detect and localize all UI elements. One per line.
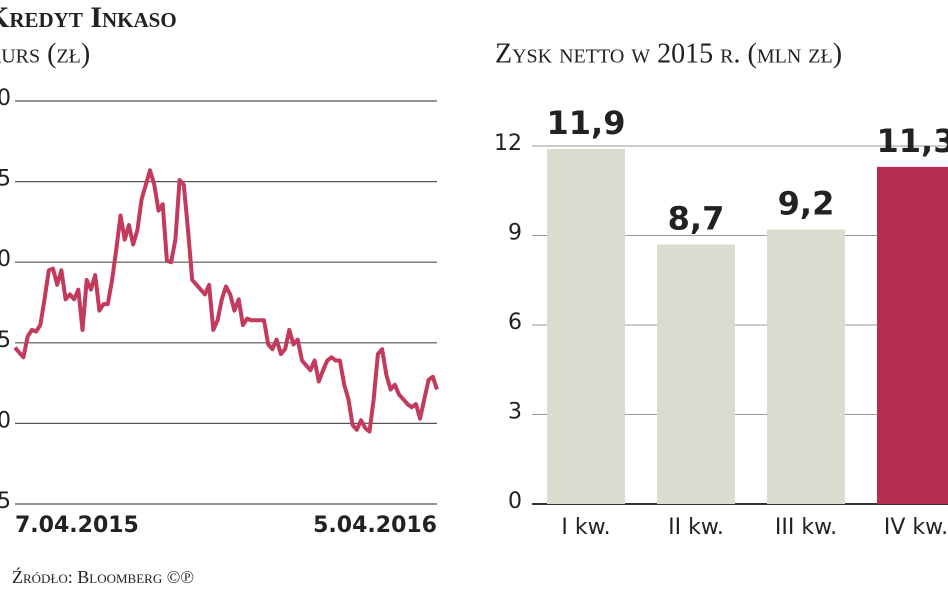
y-tick-label: 3 — [508, 400, 522, 425]
bar — [767, 229, 845, 505]
value-label: 9,2 — [778, 185, 835, 223]
chart-title: Kredyt Inkaso — [0, 1, 177, 34]
x-tick-label: 5.04.2016 — [313, 513, 437, 538]
value-label: 8,7 — [668, 199, 725, 237]
y-tick-label: 5 — [0, 489, 11, 514]
value-label: 11,9 — [547, 104, 626, 142]
bar — [547, 148, 625, 504]
y-tick-label: 9 — [508, 221, 522, 246]
y-tick-label: 20 — [0, 247, 11, 272]
y-tick-label: 12 — [494, 131, 522, 156]
y-tick-label: 6 — [508, 310, 522, 335]
value-label: 11,3 — [877, 122, 948, 160]
y-tick-label: 30 — [0, 86, 11, 111]
y-tick-label: 25 — [0, 167, 11, 192]
x-tick-label: 7.04.2015 — [15, 513, 139, 538]
bar — [657, 244, 735, 504]
line — [13, 168, 439, 434]
y-tick-label: 10 — [0, 408, 11, 433]
bar — [877, 166, 948, 504]
y-tick-label: 15 — [0, 328, 11, 353]
x-tick-label: II kw. — [668, 515, 724, 540]
x-tick-label: III kw. — [775, 515, 837, 540]
x-tick-label: IV kw. — [884, 515, 948, 540]
x-tick-label: I kw. — [561, 515, 610, 540]
chart-subtitle: Kurs (zł) — [0, 38, 90, 69]
chart-title: Zysk netto w 2015 r. (mln zł) — [495, 38, 842, 69]
source: Źródło: Bloomberg ©℗ — [12, 566, 194, 587]
y-tick-label: 0 — [508, 489, 522, 514]
